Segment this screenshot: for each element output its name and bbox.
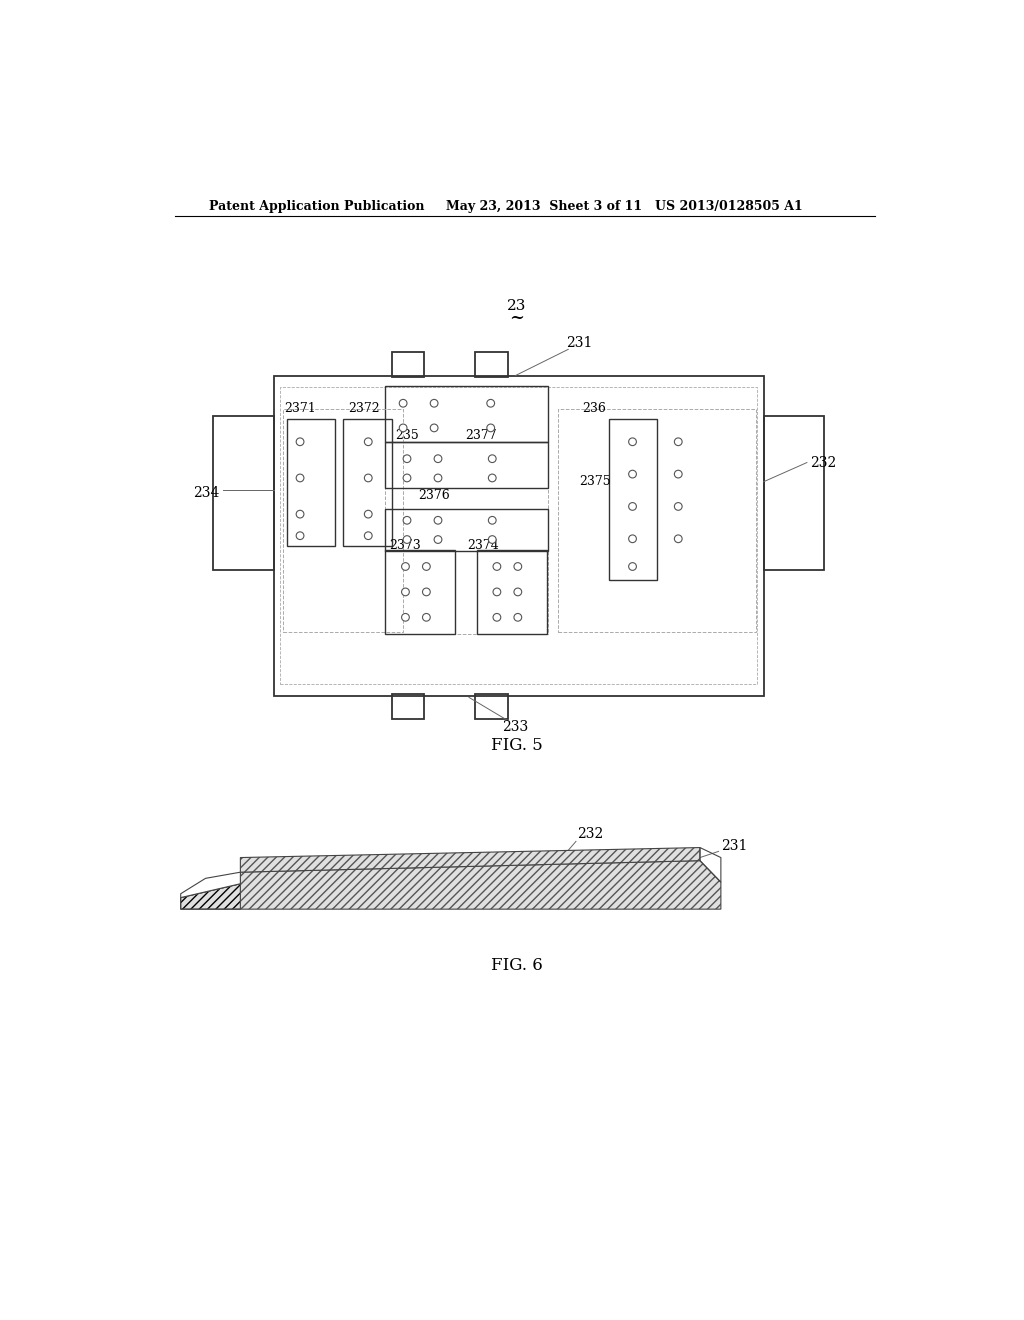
Circle shape <box>629 562 636 570</box>
Text: 2371: 2371 <box>285 403 316 416</box>
Circle shape <box>434 536 442 544</box>
Circle shape <box>486 424 495 432</box>
Circle shape <box>399 400 407 407</box>
Circle shape <box>675 438 682 446</box>
Circle shape <box>488 474 496 482</box>
Circle shape <box>365 511 372 517</box>
Polygon shape <box>180 873 241 898</box>
Text: Patent Application Publication: Patent Application Publication <box>209 199 425 213</box>
Bar <box>287 418 335 545</box>
Polygon shape <box>241 847 700 873</box>
Text: 233: 233 <box>503 719 528 734</box>
Circle shape <box>514 614 521 622</box>
Bar <box>213 416 273 570</box>
Text: US 2013/0128505 A1: US 2013/0128505 A1 <box>655 199 803 213</box>
Circle shape <box>365 438 372 446</box>
Text: 236: 236 <box>583 403 606 416</box>
Polygon shape <box>180 861 721 909</box>
Circle shape <box>434 455 442 462</box>
Text: 235: 235 <box>395 429 419 442</box>
Circle shape <box>399 424 407 432</box>
Circle shape <box>493 614 501 622</box>
Text: May 23, 2013  Sheet 3 of 11: May 23, 2013 Sheet 3 of 11 <box>445 199 642 213</box>
Text: FIG. 5: FIG. 5 <box>492 737 543 754</box>
Circle shape <box>423 589 430 595</box>
Circle shape <box>401 614 410 622</box>
Text: 232: 232 <box>577 828 603 841</box>
Bar <box>385 508 548 552</box>
Text: 234: 234 <box>194 486 219 500</box>
Text: 232: 232 <box>810 455 837 470</box>
Circle shape <box>401 562 410 570</box>
Circle shape <box>514 589 521 595</box>
Text: 2376: 2376 <box>418 490 450 502</box>
Circle shape <box>488 455 496 462</box>
Circle shape <box>434 474 442 482</box>
Text: 2375: 2375 <box>580 475 611 488</box>
Circle shape <box>629 503 636 511</box>
Bar <box>391 352 424 378</box>
Circle shape <box>629 535 636 543</box>
Bar <box>385 442 548 635</box>
Circle shape <box>403 455 411 462</box>
Bar <box>385 549 455 635</box>
Bar <box>477 549 547 635</box>
Circle shape <box>403 516 411 524</box>
Bar <box>280 387 758 684</box>
Bar <box>385 442 548 488</box>
Circle shape <box>403 474 411 482</box>
Circle shape <box>296 532 304 540</box>
Bar <box>391 694 424 719</box>
Circle shape <box>430 400 438 407</box>
Circle shape <box>493 562 501 570</box>
Text: 2372: 2372 <box>348 403 380 416</box>
Circle shape <box>514 562 521 570</box>
Circle shape <box>629 470 636 478</box>
Text: 2374: 2374 <box>467 539 499 552</box>
Circle shape <box>493 589 501 595</box>
Text: 23: 23 <box>507 300 526 313</box>
Circle shape <box>675 470 682 478</box>
Circle shape <box>486 400 495 407</box>
Circle shape <box>488 516 496 524</box>
Bar <box>385 387 548 442</box>
Text: 231: 231 <box>721 840 748 853</box>
Text: 2377: 2377 <box>465 429 497 442</box>
Circle shape <box>675 535 682 543</box>
Circle shape <box>488 536 496 544</box>
Bar <box>608 418 656 581</box>
Circle shape <box>296 474 304 482</box>
Circle shape <box>403 536 411 544</box>
Bar <box>283 409 403 632</box>
Circle shape <box>296 438 304 446</box>
Circle shape <box>629 438 636 446</box>
Bar <box>343 418 391 545</box>
Circle shape <box>423 614 430 622</box>
Polygon shape <box>180 884 241 909</box>
Circle shape <box>430 424 438 432</box>
Circle shape <box>365 474 372 482</box>
Bar <box>475 694 508 719</box>
Text: FIG. 6: FIG. 6 <box>492 957 543 974</box>
Circle shape <box>675 503 682 511</box>
Bar <box>475 352 508 378</box>
Bar <box>558 409 756 632</box>
Circle shape <box>296 511 304 517</box>
Circle shape <box>434 516 442 524</box>
Text: ~: ~ <box>510 309 524 327</box>
Bar <box>764 416 824 570</box>
Circle shape <box>423 562 430 570</box>
Circle shape <box>401 589 410 595</box>
Text: 2373: 2373 <box>389 539 421 552</box>
Circle shape <box>365 532 372 540</box>
Bar <box>273 376 764 696</box>
Text: 231: 231 <box>566 337 592 350</box>
